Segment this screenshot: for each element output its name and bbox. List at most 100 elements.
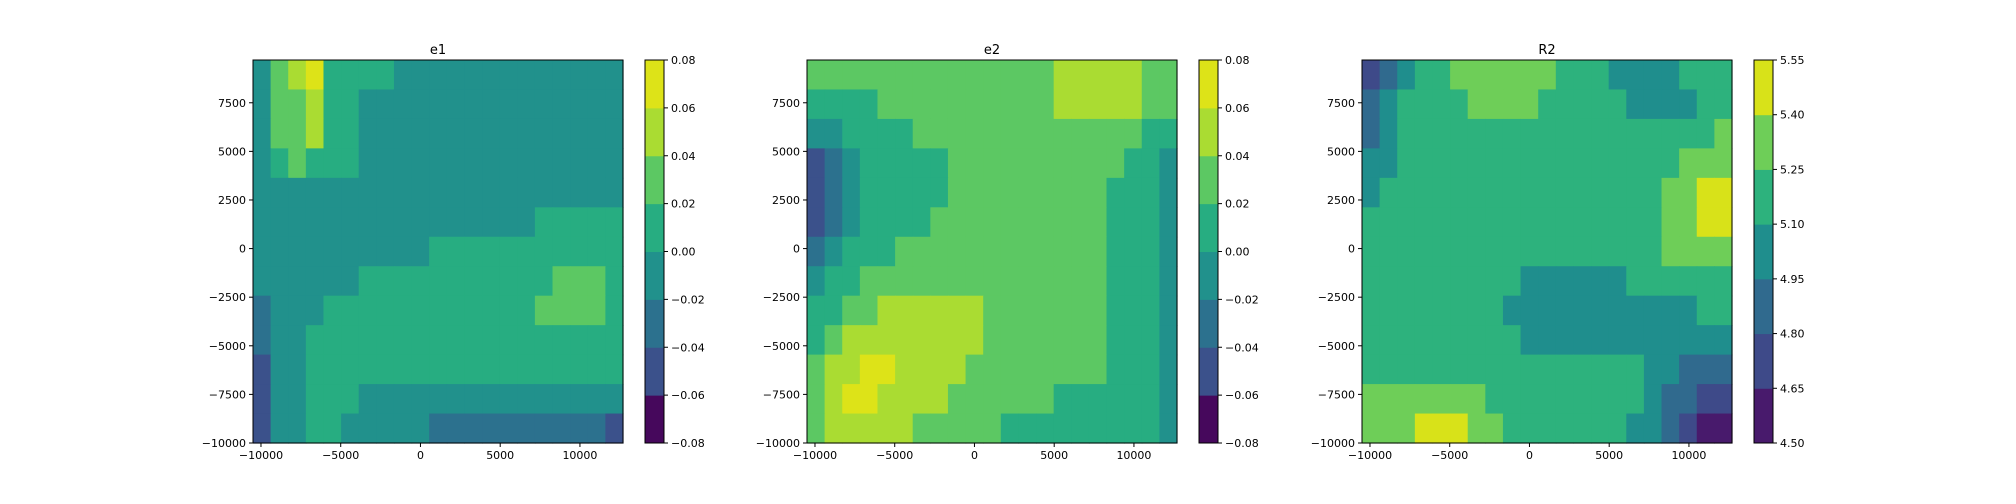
field-cell <box>1018 325 1037 356</box>
field-cell <box>1053 118 1072 149</box>
field-cell <box>1555 413 1575 444</box>
field-cell <box>1018 413 1037 444</box>
field-cell <box>1467 148 1486 179</box>
field-cell <box>1679 89 1698 120</box>
field-cell <box>824 413 843 444</box>
field-cell <box>1018 60 1037 91</box>
field-cell <box>842 60 861 91</box>
field-cell <box>570 384 589 415</box>
field-cell <box>824 236 843 267</box>
panel-title: R2 <box>1538 43 1555 58</box>
field-cell <box>446 325 466 356</box>
field-cell <box>253 236 272 267</box>
colorbar-band <box>1199 60 1218 109</box>
x-tick-label: −10000 <box>793 449 837 462</box>
field-cell <box>288 89 307 120</box>
field-cell <box>807 413 826 444</box>
field-cell <box>1141 266 1160 297</box>
field-cell <box>570 60 589 91</box>
field-cell <box>376 177 395 208</box>
field-cell <box>411 148 430 179</box>
panel-r2: R2 −10000 −5000 0 5000 10000 −10000 −7500 −5000 −… <box>1311 43 1805 462</box>
field-cell <box>1053 236 1072 267</box>
field-cell <box>859 236 879 267</box>
field-cell <box>1450 177 1469 208</box>
field-cell <box>1538 354 1557 385</box>
field-cell <box>947 354 967 385</box>
field-cell <box>1362 384 1381 415</box>
field-cell <box>912 60 931 91</box>
field-cell <box>807 266 826 297</box>
field-cell <box>1485 177 1504 208</box>
field-cell <box>842 354 861 385</box>
field-cell <box>1379 60 1398 91</box>
field-cell <box>288 354 307 385</box>
field-cell <box>323 207 342 238</box>
field-cell <box>411 325 430 356</box>
field-cell <box>1362 60 1381 91</box>
field-cell <box>341 148 360 179</box>
field-cell <box>1450 118 1469 149</box>
field-cell <box>1679 384 1698 415</box>
field-cell <box>930 60 949 91</box>
field-cell <box>1643 266 1663 297</box>
field-cell <box>1555 325 1575 356</box>
x-tick-label: −5000 <box>876 449 913 462</box>
field-cell <box>587 266 606 297</box>
field-cell <box>429 354 448 385</box>
field-cell <box>1124 266 1143 297</box>
field-cell <box>1696 177 1715 208</box>
x-tick-label: 10000 <box>1671 449 1706 462</box>
field-cell <box>824 384 843 415</box>
field-cell <box>1591 325 1610 356</box>
field-cell <box>1018 118 1037 149</box>
colorbar-tick-label: −0.08 <box>1225 437 1259 450</box>
field-cell <box>341 384 360 415</box>
x-tick-label: 5000 <box>486 449 514 462</box>
field-cell <box>1000 236 1020 267</box>
field-cell <box>824 295 843 326</box>
field-cell <box>605 413 624 444</box>
field-cell <box>1088 207 1108 238</box>
field-cell <box>1591 207 1610 238</box>
field-cell <box>1591 384 1610 415</box>
field-cell <box>1696 325 1715 356</box>
y-tick-label: −10000 <box>756 437 800 450</box>
field-cell <box>983 354 1002 385</box>
field-cell <box>1608 89 1627 120</box>
field-cell <box>1661 266 1680 297</box>
field-cell <box>393 295 413 326</box>
field-cell <box>1520 60 1539 91</box>
field-cell <box>429 207 448 238</box>
field-cell <box>1502 236 1522 267</box>
field-cell <box>464 354 483 385</box>
field-cell <box>1088 354 1108 385</box>
field-cell <box>305 118 325 149</box>
field-cell <box>824 89 843 120</box>
field-cell <box>1555 118 1575 149</box>
field-cell <box>1679 354 1698 385</box>
field-cell <box>930 295 949 326</box>
field-cell <box>358 177 377 208</box>
field-cell <box>1018 177 1037 208</box>
field-cell <box>253 207 272 238</box>
colorbar-band <box>1199 203 1218 253</box>
field-cell <box>517 89 536 120</box>
field-cell <box>807 384 826 415</box>
field-cell <box>1362 354 1381 385</box>
field-cell <box>1141 207 1160 238</box>
field-cell <box>1379 236 1398 267</box>
field-cell <box>570 266 589 297</box>
field-cell <box>305 148 325 179</box>
field-cell <box>807 60 826 91</box>
field-cell <box>1661 177 1680 208</box>
field-cell <box>587 236 606 267</box>
colorbar-tick-label: 0.04 <box>1225 150 1250 163</box>
colorbar-tick-label: 5.55 <box>1780 54 1805 67</box>
field-cell <box>253 325 272 356</box>
field-cell <box>411 236 430 267</box>
field-cell <box>1485 207 1504 238</box>
field-cell <box>877 89 896 120</box>
field-cell <box>253 354 272 385</box>
field-cell <box>464 148 483 179</box>
